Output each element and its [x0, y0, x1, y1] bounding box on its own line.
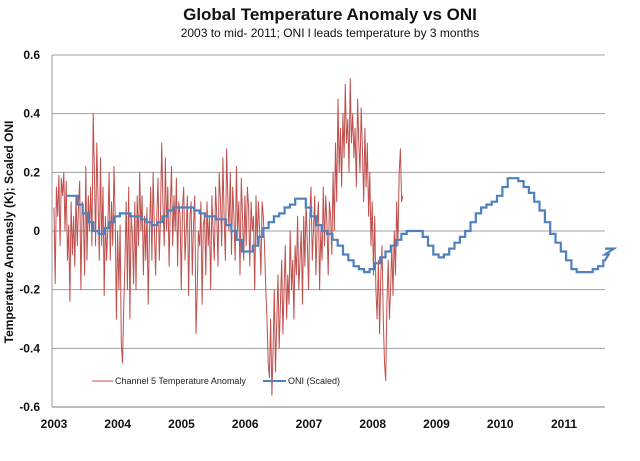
legend-label-temperature: Channel 5 Temperature Anomaly [115, 376, 246, 386]
x-tick-label: 2003 [41, 417, 68, 431]
x-tick-label: 2005 [168, 417, 195, 431]
x-tick-label: 2011 [551, 417, 577, 431]
y-axis-label: Temperature Anomasly (K); Scaled ONI [2, 121, 16, 344]
x-tick-labels: 2003 2004 2005 2006 2007 2008 2009 2010 2011 [41, 417, 578, 431]
x-tick-label: 2007 [296, 417, 323, 431]
y-tick-labels: 0.6 0.4 0.2 0 -0.2 -0.4 -0.6 [19, 48, 40, 414]
x-tick-label: 2006 [232, 417, 259, 431]
x-tick-label: 2010 [487, 417, 514, 431]
legend-label-oni: ONI (Scaled) [288, 376, 340, 386]
y-tick-label: -0.4 [19, 341, 40, 355]
legend: Channel 5 Temperature Anomaly ONI (Scale… [92, 376, 340, 386]
x-tick-label: 2004 [104, 417, 131, 431]
chart-subtitle: 2003 to mid- 2011; ONI l leads temperatu… [181, 26, 480, 40]
y-tick-label: 0 [33, 224, 40, 238]
series-line-oni [66, 177, 618, 274]
y-tick-label: -0.6 [19, 400, 40, 414]
x-tick-label: 2008 [359, 417, 386, 431]
y-tick-label: 0.6 [23, 48, 40, 62]
y-tick-label: 0.2 [23, 165, 40, 179]
x-tick-label: 2009 [423, 417, 450, 431]
y-tick-label: 0.4 [23, 107, 40, 121]
series-layer [53, 78, 618, 396]
chart-title: Global Temperature Anomaly vs ONI [183, 5, 477, 24]
series-line-temperature [53, 78, 404, 396]
y-tick-label: -0.2 [19, 283, 40, 297]
